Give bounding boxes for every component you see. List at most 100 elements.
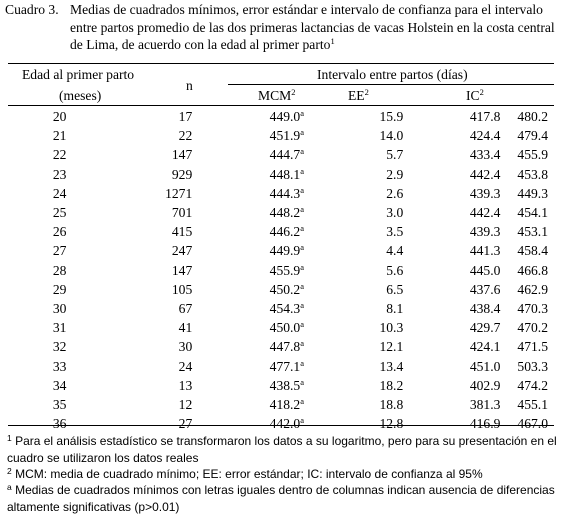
cell-mcm: 449.9a [212, 241, 342, 260]
cell-ic-high: 466.8 [517, 262, 548, 278]
results-table: 20 17 449.0a 15.9 417.8 480.2 21 22 451.9a 14.0 42… [8, 107, 554, 433]
cell-n: 27 [178, 416, 193, 432]
cell-ic-high: 455.1 [517, 397, 548, 413]
cell-n: 701 [171, 205, 193, 221]
cell-ee: 13.4 [379, 358, 404, 374]
cell-ic-high: 480.2 [517, 109, 548, 124]
header-mcm: MCM2 [258, 88, 296, 104]
table-row: 20 17 449.0a 15.9 417.8 480.2 [8, 107, 554, 126]
cell-mcm: 455.9a [212, 261, 342, 280]
cell-mcm-superscript: a [300, 396, 305, 407]
cell-mcm-value: 455.9 [269, 262, 301, 278]
cell-ee: 18.8 [379, 397, 404, 413]
cell-mcm-superscript: a [300, 242, 305, 253]
cell-ee: 6.5 [386, 281, 404, 297]
table-row: 31 41 450.0a 10.3 429.7 470.2 [8, 318, 554, 337]
cell-mcm-superscript: a [300, 300, 305, 311]
cell-n: 13 [178, 377, 193, 393]
cell-ic-high: 467.0 [517, 416, 548, 432]
cell-n: 17 [178, 109, 193, 124]
cell-edad: 36 [52, 416, 67, 432]
table-header-rule [8, 105, 554, 106]
cell-mcm-value: 448.1 [269, 166, 301, 182]
cell-n: 105 [171, 281, 193, 297]
cell-ic-low: 442.4 [469, 166, 501, 182]
header-mcm-ref: 2 [291, 87, 296, 97]
cell-mcm: 448.1a [212, 165, 342, 184]
cell-ic-low: 442.4 [469, 205, 501, 221]
cell-ee: 15.9 [379, 109, 404, 124]
cell-edad: 24 [52, 185, 67, 201]
caption-label: Cuadro 3. [5, 2, 59, 17]
caption-text: Medias de cuadrados mínimos, error están… [70, 1, 558, 54]
header-ee: EE2 [348, 88, 369, 104]
table-row: 36 27 442.0a 12.8 416.9 467.0 [8, 414, 554, 433]
caption-footnote-ref: 1 [330, 36, 335, 46]
cell-ic-high: 503.3 [517, 358, 548, 374]
footnote-1-text: Para el análisis estadístico se transfor… [7, 434, 557, 465]
cell-mcm-superscript: a [300, 280, 305, 291]
cell-mcm: 447.8a [212, 337, 342, 356]
cell-n: 22 [178, 128, 193, 144]
cell-n: 30 [178, 339, 193, 355]
header-group-rule [228, 84, 554, 85]
cell-ic-low: 402.9 [469, 377, 501, 393]
cell-ee: 2.9 [386, 166, 404, 182]
cell-mcm-superscript: a [300, 204, 305, 215]
cell-ic-high: 462.9 [517, 281, 548, 297]
cell-ee: 10.3 [379, 320, 404, 336]
header-ee-ref: 2 [364, 87, 369, 97]
cell-mcm-superscript: a [300, 376, 305, 387]
cell-ic-high: 454.1 [517, 205, 548, 221]
cell-mcm-value: 418.2 [269, 397, 301, 413]
cell-edad: 31 [52, 320, 67, 336]
cell-mcm-value: 454.3 [269, 301, 301, 317]
cell-mcm-value: 449.0 [269, 109, 301, 124]
caption-body: Medias de cuadrados mínimos, error están… [70, 2, 555, 52]
cell-ic-high: 479.4 [517, 128, 548, 144]
cell-edad: 26 [52, 224, 67, 240]
table-row: 21 22 451.9a 14.0 424.4 479.4 [8, 126, 554, 145]
cell-ic-low: 433.4 [469, 147, 501, 163]
cell-ic-high: 458.4 [517, 243, 548, 259]
cell-ic-high: 453.8 [517, 166, 548, 182]
cell-mcm: 451.9a [212, 126, 342, 145]
cell-mcm-value: 444.7 [269, 147, 301, 163]
cell-mcm: 442.0a [212, 414, 342, 433]
cell-n: 929 [171, 166, 193, 182]
cell-ic-low: 416.9 [469, 416, 501, 432]
cell-ic-low: 441.3 [469, 243, 501, 259]
header-ic: IC2 [466, 88, 484, 104]
cell-mcm-superscript: a [300, 338, 305, 349]
cell-mcm-superscript: a [300, 223, 305, 234]
cell-ic-high: 470.3 [517, 301, 548, 317]
cell-mcm: 450.0a [212, 318, 342, 337]
cell-ic-low: 424.4 [469, 128, 501, 144]
table-top-rule [8, 63, 554, 64]
cell-mcm-value: 444.3 [269, 185, 301, 201]
cell-ic-low: 381.3 [469, 397, 501, 413]
cell-mcm: 477.1a [212, 357, 342, 376]
cell-mcm: 444.7a [212, 145, 342, 164]
cell-n: 12 [178, 397, 193, 413]
cell-mcm: 449.0a [212, 107, 342, 126]
cell-ee: 2.6 [386, 185, 404, 201]
cell-edad: 23 [52, 166, 67, 182]
cell-edad: 30 [52, 301, 67, 317]
cell-mcm-superscript: a [300, 108, 305, 118]
cell-mcm-value: 447.8 [269, 339, 301, 355]
cell-mcm-value: 477.1 [269, 358, 301, 374]
cell-ee: 18.2 [379, 377, 404, 393]
cell-mcm: 448.2a [212, 203, 342, 222]
cell-ee: 8.1 [386, 301, 404, 317]
footnote-a: a Medias de cuadrados mínimos con letras… [7, 479, 557, 515]
footnote-2-text: MCM: media de cuadrado mínimo; EE: error… [15, 467, 483, 481]
cell-mcm: 418.2a [212, 395, 342, 414]
cell-ic-high: 449.3 [517, 185, 548, 201]
table-row: 27 247 449.9a 4.4 441.3 458.4 [8, 241, 554, 260]
cell-mcm-superscript: a [300, 319, 305, 330]
cell-ic-low: 445.0 [469, 262, 501, 278]
table-bottom-rule [8, 425, 554, 426]
cell-mcm-superscript: a [300, 146, 305, 157]
cell-edad: 27 [52, 243, 67, 259]
